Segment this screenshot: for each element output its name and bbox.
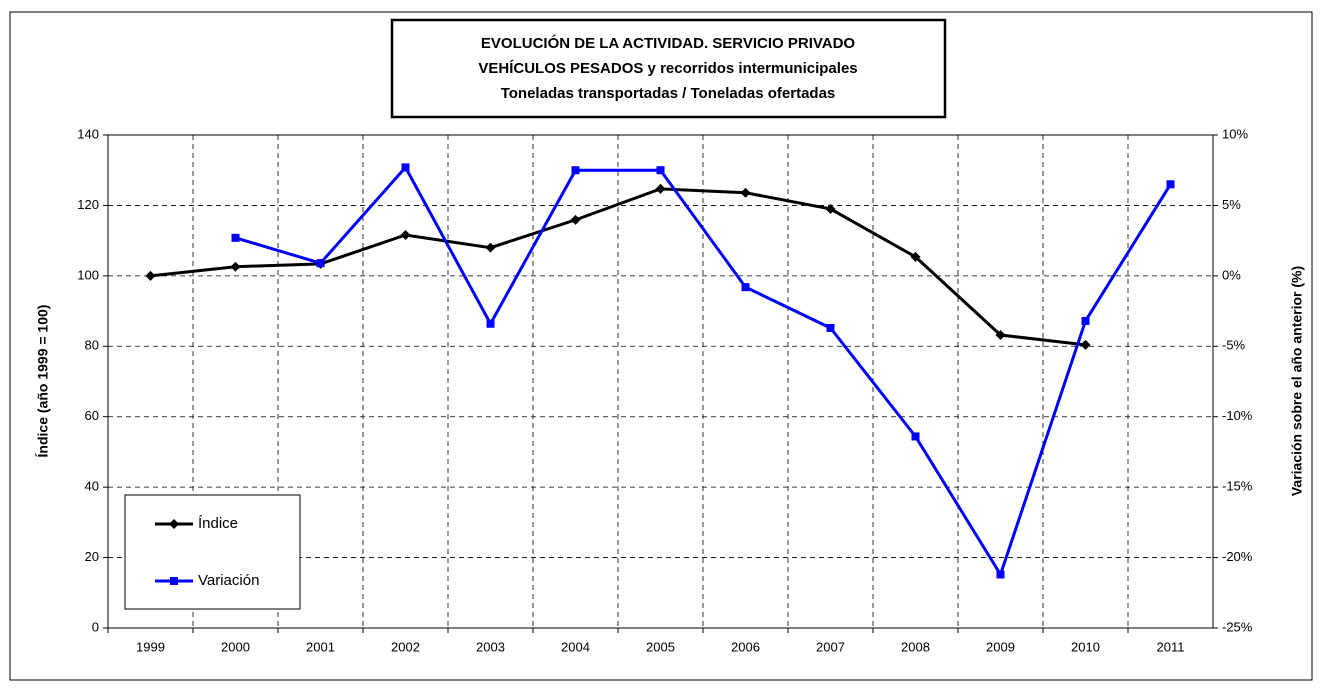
y-tick-label: 80 (85, 338, 99, 353)
x-tick-label: 2010 (1071, 639, 1100, 654)
x-tick-label: 2002 (391, 639, 420, 654)
chart-title: Toneladas transportadas / Toneladas ofer… (501, 85, 836, 102)
point (995, 330, 1006, 341)
x-tick-label: 1999 (136, 639, 165, 654)
y2-tick-label: -25% (1222, 619, 1253, 634)
x-tick-label: 2009 (986, 639, 1015, 654)
legend-marker (169, 519, 179, 529)
x-tick-label: 2004 (561, 639, 590, 654)
legend-label: Índice (198, 515, 238, 532)
x-tick-label: 2005 (646, 639, 675, 654)
point (571, 166, 580, 175)
plot-frame (107, 134, 1214, 629)
y2-tick-label: -20% (1222, 549, 1253, 564)
chart-title: VEHÍCULOS PESADOS y recorridos intermuni… (478, 60, 857, 77)
point (570, 214, 581, 225)
point (486, 319, 495, 328)
point (400, 230, 411, 241)
y-tick-label: 140 (77, 126, 99, 141)
legend-box (124, 494, 301, 610)
point (1080, 339, 1091, 350)
point (1166, 180, 1175, 189)
x-tick-label: 2007 (816, 639, 845, 654)
series-line (235, 164, 1172, 578)
point (911, 432, 920, 441)
y-tick-label: 0 (92, 619, 99, 634)
x-tick-label: 2006 (731, 639, 760, 654)
point (655, 183, 666, 194)
y-tick-label: 100 (77, 267, 99, 282)
point (825, 203, 836, 214)
y-tick-label: 20 (85, 549, 99, 564)
point (740, 187, 751, 198)
title-box (390, 18, 947, 119)
point (741, 283, 750, 292)
y-tick-label: 120 (77, 197, 99, 212)
x-tick-label: 2008 (901, 639, 930, 654)
x-tick-label: 2003 (476, 639, 505, 654)
y2-tick-label: 10% (1222, 126, 1248, 141)
y-axis-label: Índice (año 1999 = 100) (35, 305, 51, 458)
x-tick-label: 2001 (306, 639, 335, 654)
y2-tick-label: -5% (1222, 338, 1246, 353)
y2-tick-label: -10% (1222, 408, 1253, 423)
y2-tick-label: 0% (1222, 267, 1241, 282)
point (910, 251, 921, 262)
point (826, 323, 835, 332)
chart-title: EVOLUCIÓN DE LA ACTIVIDAD. SERVICIO PRIV… (481, 34, 856, 52)
point (231, 233, 240, 242)
legend-marker (170, 577, 178, 585)
legend-label: Variación (198, 572, 259, 589)
point (145, 270, 156, 281)
point (485, 242, 496, 253)
x-tick-label: 2011 (1157, 639, 1185, 654)
point (316, 259, 325, 268)
y-tick-label: 60 (85, 408, 99, 423)
point (230, 261, 241, 272)
x-tick-label: 2000 (221, 639, 250, 654)
point (401, 163, 410, 172)
point (996, 570, 1005, 579)
point (656, 166, 665, 175)
y2-axis-label: Variación sobre el año anterior (%) (1289, 266, 1305, 496)
y2-tick-label: -15% (1222, 479, 1253, 494)
y-tick-label: 40 (85, 479, 99, 494)
y2-tick-label: 5% (1222, 197, 1241, 212)
point (1081, 316, 1090, 325)
series-line (150, 187, 1086, 347)
